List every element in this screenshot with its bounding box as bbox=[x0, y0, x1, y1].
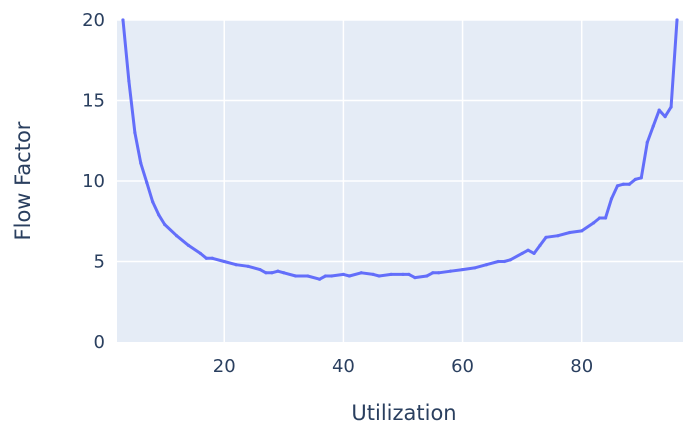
data-point bbox=[621, 182, 626, 186]
y-axis-title: Flow Factor bbox=[11, 121, 35, 240]
data-point bbox=[145, 181, 149, 185]
data-point bbox=[425, 274, 429, 278]
data-point bbox=[377, 274, 381, 278]
data-point bbox=[258, 267, 262, 272]
data-point bbox=[597, 216, 602, 220]
data-point bbox=[669, 105, 673, 109]
data-point bbox=[538, 243, 542, 247]
y-axis-ticks: 0 5 10 15 20 bbox=[82, 10, 105, 353]
data-point bbox=[526, 248, 530, 252]
y-tick-label: 5 bbox=[94, 252, 105, 273]
data-point bbox=[484, 263, 488, 267]
x-tick-label: 40 bbox=[332, 356, 355, 377]
data-point bbox=[496, 259, 500, 264]
data-point bbox=[633, 177, 637, 181]
data-point bbox=[317, 277, 322, 281]
data-point bbox=[675, 18, 679, 22]
data-point bbox=[157, 213, 161, 217]
data-point bbox=[520, 251, 524, 256]
data-point bbox=[651, 124, 655, 128]
data-point bbox=[639, 176, 643, 180]
data-point bbox=[276, 269, 280, 273]
data-point bbox=[615, 184, 620, 188]
data-point bbox=[234, 263, 238, 267]
data-point bbox=[371, 272, 375, 276]
data-point bbox=[431, 271, 435, 275]
data-point bbox=[139, 161, 143, 165]
data-point bbox=[151, 200, 155, 204]
y-tick-label: 15 bbox=[82, 91, 105, 112]
x-tick-label: 60 bbox=[451, 356, 474, 377]
data-point bbox=[210, 256, 214, 260]
data-points bbox=[121, 18, 679, 281]
data-point bbox=[502, 259, 506, 264]
data-point bbox=[603, 216, 608, 220]
x-axis-ticks: 20 40 60 80 bbox=[213, 356, 593, 377]
data-point bbox=[133, 131, 137, 135]
x-tick-label: 20 bbox=[213, 356, 236, 377]
data-point bbox=[270, 271, 274, 275]
data-point bbox=[389, 272, 393, 276]
data-point bbox=[568, 230, 572, 235]
data-point bbox=[204, 256, 208, 260]
y-tick-label: 10 bbox=[82, 171, 105, 192]
data-point bbox=[246, 264, 250, 268]
x-axis-title: Utilization bbox=[351, 401, 456, 425]
data-point bbox=[532, 251, 536, 256]
data-point bbox=[198, 251, 203, 256]
data-point bbox=[407, 272, 411, 276]
data-point bbox=[401, 272, 405, 276]
data-point bbox=[449, 269, 453, 273]
data-point bbox=[627, 182, 631, 186]
data-point bbox=[609, 197, 614, 201]
data-point bbox=[341, 272, 345, 276]
data-point bbox=[294, 274, 298, 278]
data-point bbox=[347, 274, 351, 278]
data-point bbox=[323, 274, 328, 278]
data-point bbox=[127, 79, 131, 83]
data-point bbox=[222, 259, 226, 264]
data-point bbox=[163, 222, 167, 227]
data-point bbox=[359, 271, 363, 275]
data-point bbox=[174, 234, 179, 238]
data-point bbox=[580, 229, 584, 233]
data-point bbox=[282, 271, 286, 275]
data-point bbox=[645, 140, 649, 144]
data-point bbox=[663, 115, 667, 119]
data-point bbox=[329, 274, 334, 278]
data-point bbox=[657, 108, 661, 112]
data-point bbox=[544, 235, 548, 239]
data-point bbox=[460, 267, 465, 272]
data-point bbox=[121, 18, 125, 22]
y-tick-label: 20 bbox=[82, 10, 105, 31]
y-tick-label: 0 bbox=[94, 332, 105, 353]
data-point bbox=[508, 258, 512, 262]
x-tick-label: 80 bbox=[570, 356, 593, 377]
data-point bbox=[437, 271, 441, 275]
data-point bbox=[472, 266, 477, 270]
data-point bbox=[413, 276, 417, 280]
data-point bbox=[186, 243, 191, 247]
data-point bbox=[592, 221, 596, 225]
data-point bbox=[556, 234, 560, 238]
data-point bbox=[264, 271, 268, 275]
y-gridlines bbox=[117, 19, 683, 263]
data-point bbox=[306, 274, 310, 278]
